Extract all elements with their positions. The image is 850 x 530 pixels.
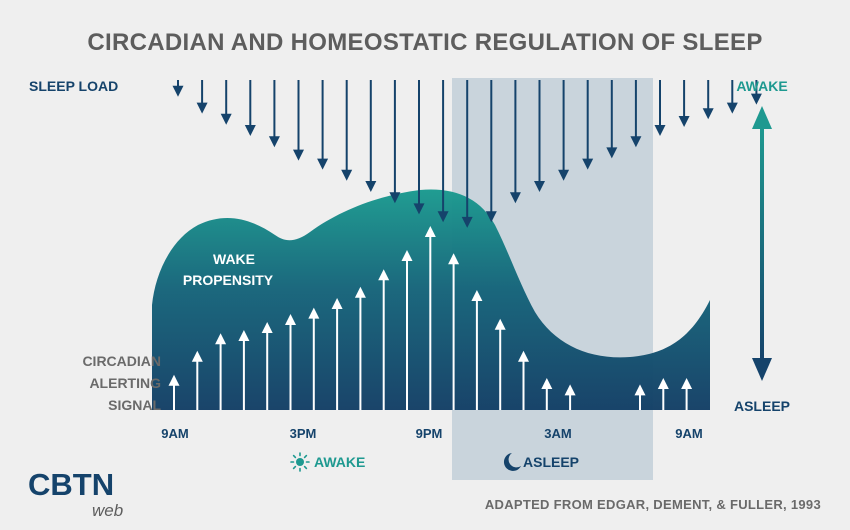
circadian-arrow — [285, 314, 296, 410]
circadian-arrow — [378, 269, 390, 410]
sleep-load-arrow — [485, 80, 497, 223]
sleep-load-arrow — [750, 80, 762, 105]
sleep-load-arrow — [365, 80, 377, 192]
cbtn-web-logo: CBTN web — [28, 467, 123, 520]
circadian-arrow — [448, 253, 460, 410]
time-tick-3pm: 3PM — [290, 426, 317, 441]
wake-propensity-label-line2: PROPENSITY — [183, 272, 274, 288]
sleep-load-arrow — [558, 80, 570, 181]
time-tick-9pm: 9PM — [416, 426, 443, 441]
circadian-arrow — [471, 290, 483, 410]
circadian-arrow — [494, 318, 506, 410]
logo-sub-text: web — [92, 501, 123, 520]
sleep-load-arrow — [461, 80, 473, 228]
scale-arrowhead-down — [752, 358, 772, 381]
wake-propensity-label-line1: WAKE — [213, 251, 255, 267]
circadian-arrow — [541, 378, 553, 410]
circadian-arrow — [634, 384, 646, 410]
circadian-label-line3: SIGNAL — [108, 397, 161, 413]
scale-arrow-shaft — [760, 127, 764, 360]
legend-awake-label: AWAKE — [314, 454, 365, 470]
circadian-arrow — [657, 378, 669, 410]
circadian-arrow — [401, 250, 413, 410]
circadian-arrow — [564, 384, 576, 410]
sleep-load-arrow — [654, 80, 666, 136]
circadian-arrow — [424, 226, 436, 410]
circadian-arrow — [518, 350, 529, 410]
time-tick-3am: 3AM — [544, 426, 571, 441]
sleep-load-arrow — [413, 80, 425, 215]
sleep-load-label: SLEEP LOAD — [29, 78, 118, 94]
sleep-load-arrow — [317, 80, 329, 170]
sleep-load-arrow — [582, 80, 594, 170]
sleep-load-arrow — [702, 80, 714, 120]
sleep-load-arrows — [172, 80, 762, 228]
sleep-load-arrow — [220, 80, 232, 125]
circadian-arrow — [191, 350, 203, 410]
scale-arrowhead-up — [752, 106, 772, 129]
circadian-label-line1: CIRCADIAN — [82, 353, 161, 369]
legend-asleep-label: ASLEEP — [523, 454, 579, 470]
sleep-load-arrow — [341, 80, 353, 181]
circadian-arrows — [168, 226, 693, 410]
scale-asleep-label: ASLEEP — [734, 398, 790, 414]
source-credit: ADAPTED FROM EDGAR, DEMENT, & FULLER, 19… — [485, 497, 821, 512]
circadian-arrow — [331, 298, 343, 410]
circadian-arrow — [681, 378, 693, 410]
scale-awake-label: AWAKE — [736, 78, 787, 94]
sleep-load-arrow — [172, 80, 184, 97]
circadian-arrow — [261, 322, 273, 410]
logo-main-text: CBTN — [28, 467, 114, 502]
sleep-load-arrow — [389, 80, 401, 204]
sleep-load-arrow — [244, 80, 256, 136]
page-title: CIRCADIAN AND HOMEOSTATIC REGULATION OF … — [87, 29, 762, 56]
sleep-load-arrow — [726, 80, 738, 114]
circadian-arrow — [354, 286, 366, 410]
sleep-load-arrow — [293, 80, 304, 161]
circadian-label-line2: ALERTING — [89, 375, 161, 391]
sleep-load-arrow — [196, 80, 208, 114]
sleep-load-arrow — [534, 80, 545, 192]
sleep-load-arrow — [630, 80, 642, 148]
awake-asleep-double-arrow — [752, 106, 772, 381]
time-tick-9am-next: 9AM — [675, 426, 702, 441]
sun-icon — [290, 452, 310, 472]
moon-icon — [503, 453, 521, 471]
sleep-load-arrow — [678, 80, 690, 128]
circadian-arrow — [238, 330, 250, 410]
circadian-arrow — [215, 333, 227, 410]
sleep-load-arrow — [268, 80, 280, 148]
circadian-arrow — [168, 374, 180, 410]
sleep-load-arrow — [437, 80, 449, 223]
sleep-load-arrow — [606, 80, 618, 159]
circadian-arrow — [308, 307, 320, 410]
time-tick-9am: 9AM — [161, 426, 188, 441]
sleep-load-arrow — [509, 80, 521, 204]
